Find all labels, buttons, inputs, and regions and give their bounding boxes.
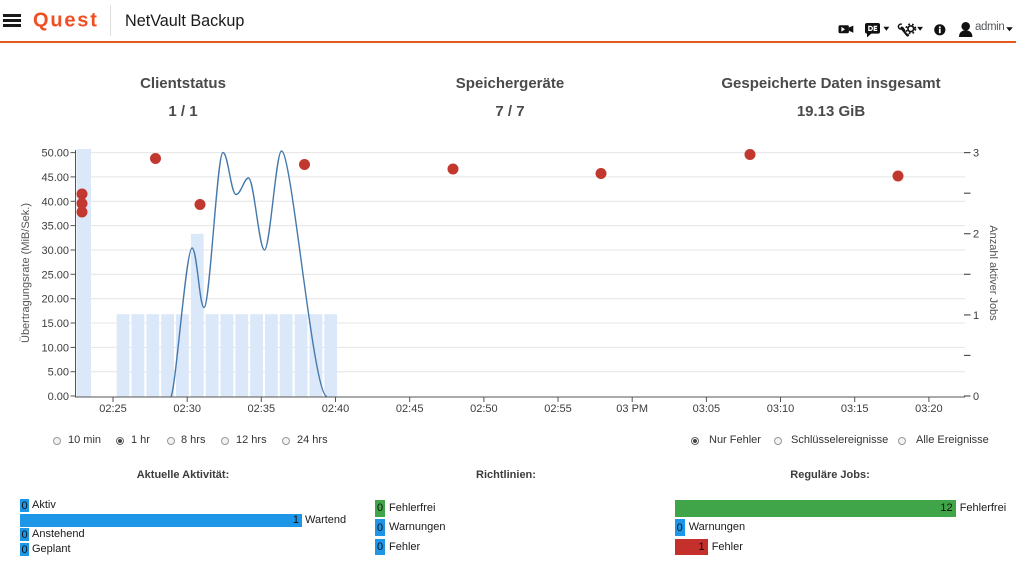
svg-text:20.00: 20.00: [41, 294, 69, 306]
svg-text:02:50: 02:50: [470, 403, 498, 415]
svg-text:03:15: 03:15: [841, 403, 869, 415]
svg-text:25.00: 25.00: [41, 269, 69, 281]
svg-text:03:20: 03:20: [915, 403, 943, 415]
svg-text:15.00: 15.00: [41, 318, 69, 330]
svg-text:0: 0: [973, 391, 979, 403]
svg-text:03:10: 03:10: [767, 403, 795, 415]
svg-text:40.00: 40.00: [41, 196, 69, 208]
svg-text:02:55: 02:55: [544, 403, 572, 415]
svg-text:02:30: 02:30: [173, 403, 201, 415]
svg-text:02:25: 02:25: [99, 403, 127, 415]
svg-text:45.00: 45.00: [41, 172, 69, 184]
svg-text:Quest: Quest: [33, 10, 99, 32]
svg-text:1: 1: [973, 310, 979, 322]
svg-text:2: 2: [973, 229, 979, 241]
svg-text:5.00: 5.00: [48, 367, 69, 379]
svg-text:50.00: 50.00: [41, 148, 69, 160]
svg-text:3: 3: [973, 148, 979, 160]
svg-text:02:35: 02:35: [248, 403, 276, 415]
svg-text:03:05: 03:05: [693, 403, 721, 415]
svg-text:02:45: 02:45: [396, 403, 424, 415]
svg-text:10.00: 10.00: [41, 342, 69, 354]
svg-text:0.00: 0.00: [48, 391, 69, 403]
svg-text:35.00: 35.00: [41, 221, 69, 233]
svg-text:Übertragungsrate (MiB/Sek.): Übertragungsrate (MiB/Sek.): [20, 203, 32, 343]
svg-text:Anzahl aktiver Jobs: Anzahl aktiver Jobs: [987, 225, 999, 321]
svg-text:02:40: 02:40: [322, 403, 350, 415]
svg-text:30.00: 30.00: [41, 245, 69, 257]
svg-text:03 PM: 03 PM: [616, 403, 648, 415]
